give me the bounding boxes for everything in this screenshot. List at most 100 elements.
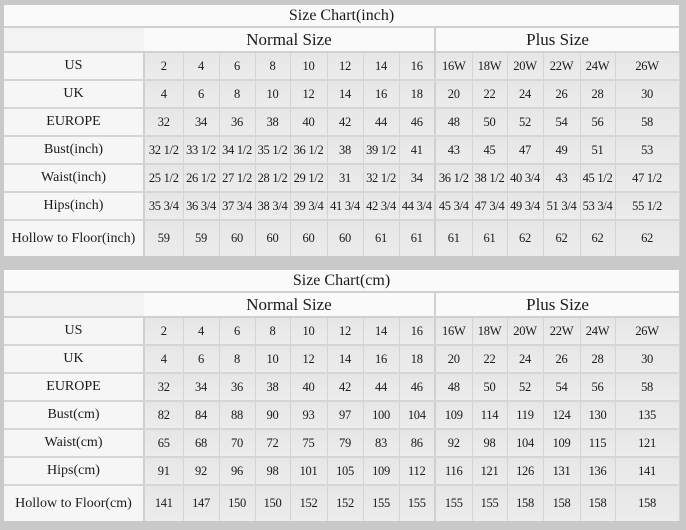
- size-value-cell: 35 3/4: [144, 192, 184, 221]
- size-value-cell: 47 1/2: [615, 164, 680, 193]
- size-value-cell: 6: [183, 345, 220, 374]
- size-value-cell: 31: [327, 164, 364, 193]
- size-value-cell: 8: [255, 52, 291, 81]
- size-value-cell: 61: [363, 220, 400, 256]
- chart-title: Size Chart(inch): [4, 5, 680, 28]
- size-value-cell: 48: [434, 373, 473, 402]
- size-value-cell: 22W: [543, 52, 581, 81]
- size-value-cell: 4: [144, 80, 184, 109]
- size-value-cell: 26: [543, 80, 581, 109]
- size-value-cell: 40: [290, 373, 328, 402]
- size-value-cell: 18: [399, 345, 436, 374]
- size-value-cell: 56: [580, 373, 616, 402]
- size-value-cell: 2: [144, 52, 184, 81]
- table-row: Waist(cm) 65 68 70 72 75 79 83 86 92 98 104 109 115 12…: [4, 429, 680, 458]
- size-value-cell: 121: [472, 457, 508, 486]
- size-value-cell: 105: [327, 457, 364, 486]
- size-value-cell: 92: [434, 429, 473, 458]
- size-value-cell: 92: [183, 457, 220, 486]
- size-value-cell: 43: [434, 136, 473, 165]
- size-value-cell: 14: [327, 80, 364, 109]
- size-value-cell: 158: [507, 485, 544, 521]
- size-value-cell: 75: [290, 429, 328, 458]
- row-label: Waist(inch): [4, 164, 145, 193]
- size-value-cell: 62: [615, 220, 680, 256]
- size-value-cell: 60: [327, 220, 364, 256]
- size-value-cell: 158: [615, 485, 680, 521]
- size-value-cell: 155: [434, 485, 473, 521]
- size-value-cell: 25 1/2: [144, 164, 184, 193]
- size-value-cell: 48: [434, 108, 473, 137]
- size-value-cell: 45 1/2: [580, 164, 616, 193]
- size-value-cell: 158: [580, 485, 616, 521]
- size-value-cell: 16W: [434, 52, 473, 81]
- size-value-cell: 16: [399, 52, 436, 81]
- size-value-cell: 32: [144, 373, 184, 402]
- table-row: Bust(inch) 32 1/2 33 1/2 34 1/2 35 1/2 36 1/2…: [4, 136, 680, 165]
- size-value-cell: 79: [327, 429, 364, 458]
- size-value-cell: 10: [290, 52, 328, 81]
- size-value-cell: 35 1/2: [255, 136, 291, 165]
- plus-size-header: Plus Size: [433, 292, 680, 318]
- size-value-cell: 26 1/2: [183, 164, 220, 193]
- size-value-cell: 131: [543, 457, 581, 486]
- normal-size-header: Normal Size: [144, 292, 435, 318]
- size-value-cell: 32 1/2: [144, 136, 184, 165]
- size-value-cell: 121: [615, 429, 680, 458]
- size-value-cell: 41: [399, 136, 436, 165]
- table-row: Waist(inch) 25 1/2 26 1/2 27 1/2 28 1/2 29 1/…: [4, 164, 680, 193]
- row-label: UK: [4, 80, 145, 109]
- size-value-cell: 20W: [507, 317, 544, 346]
- size-value-cell: 59: [183, 220, 220, 256]
- size-value-cell: 39 3/4: [290, 192, 328, 221]
- size-table: Size Chart(inch) Normal Size Plus Size US 2 4…: [4, 5, 680, 256]
- row-label: US: [4, 52, 145, 81]
- size-value-cell: 47 3/4: [472, 192, 508, 221]
- size-value-cell: 22W: [543, 317, 581, 346]
- size-value-cell: 104: [399, 401, 436, 430]
- size-value-cell: 6: [219, 52, 256, 81]
- size-value-cell: 91: [144, 457, 184, 486]
- size-value-cell: 90: [255, 401, 291, 430]
- size-chart-cm: Size Chart(cm) Normal Size Plus Size US 2 4 6 8…: [4, 270, 680, 521]
- size-value-cell: 141: [615, 457, 680, 486]
- size-value-cell: 34 1/2: [219, 136, 256, 165]
- size-value-cell: 65: [144, 429, 184, 458]
- size-value-cell: 150: [219, 485, 256, 521]
- size-value-cell: 42: [327, 373, 364, 402]
- size-value-cell: 8: [219, 80, 256, 109]
- size-value-cell: 100: [363, 401, 400, 430]
- size-value-cell: 53: [615, 136, 680, 165]
- table-row: Hollow to Floor(cm) 141 147 150 150 152 152 155…: [4, 485, 680, 521]
- size-value-cell: 136: [580, 457, 616, 486]
- size-value-cell: 68: [183, 429, 220, 458]
- size-value-cell: 54: [543, 373, 581, 402]
- table-row: Hips(cm) 91 92 96 98 101 105 109 112 116 121 126 131…: [4, 457, 680, 486]
- size-value-cell: 24W: [580, 52, 616, 81]
- size-value-cell: 12: [290, 345, 328, 374]
- size-value-cell: 109: [434, 401, 473, 430]
- normal-size-header: Normal Size: [144, 27, 435, 53]
- size-value-cell: 96: [219, 457, 256, 486]
- table-row: US 2 4 6 8 10 12 14 16 16W 18W 20W 22W 24W 26W: [4, 52, 680, 81]
- size-value-cell: 8: [219, 345, 256, 374]
- size-value-cell: 45: [472, 136, 508, 165]
- size-value-cell: 6: [183, 80, 220, 109]
- size-value-cell: 41 3/4: [327, 192, 364, 221]
- size-value-cell: 16: [363, 345, 400, 374]
- size-value-cell: 152: [290, 485, 328, 521]
- size-value-cell: 38: [327, 136, 364, 165]
- size-value-cell: 49: [543, 136, 581, 165]
- size-value-cell: 12: [290, 80, 328, 109]
- size-value-cell: 54: [543, 108, 581, 137]
- size-value-cell: 155: [399, 485, 436, 521]
- size-value-cell: 12: [327, 317, 364, 346]
- size-value-cell: 38: [255, 108, 291, 137]
- size-value-cell: 37 3/4: [219, 192, 256, 221]
- size-value-cell: 53 3/4: [580, 192, 616, 221]
- size-value-cell: 98: [472, 429, 508, 458]
- size-value-cell: 14: [327, 345, 364, 374]
- size-value-cell: 158: [543, 485, 581, 521]
- size-value-cell: 82: [144, 401, 184, 430]
- size-value-cell: 58: [615, 108, 680, 137]
